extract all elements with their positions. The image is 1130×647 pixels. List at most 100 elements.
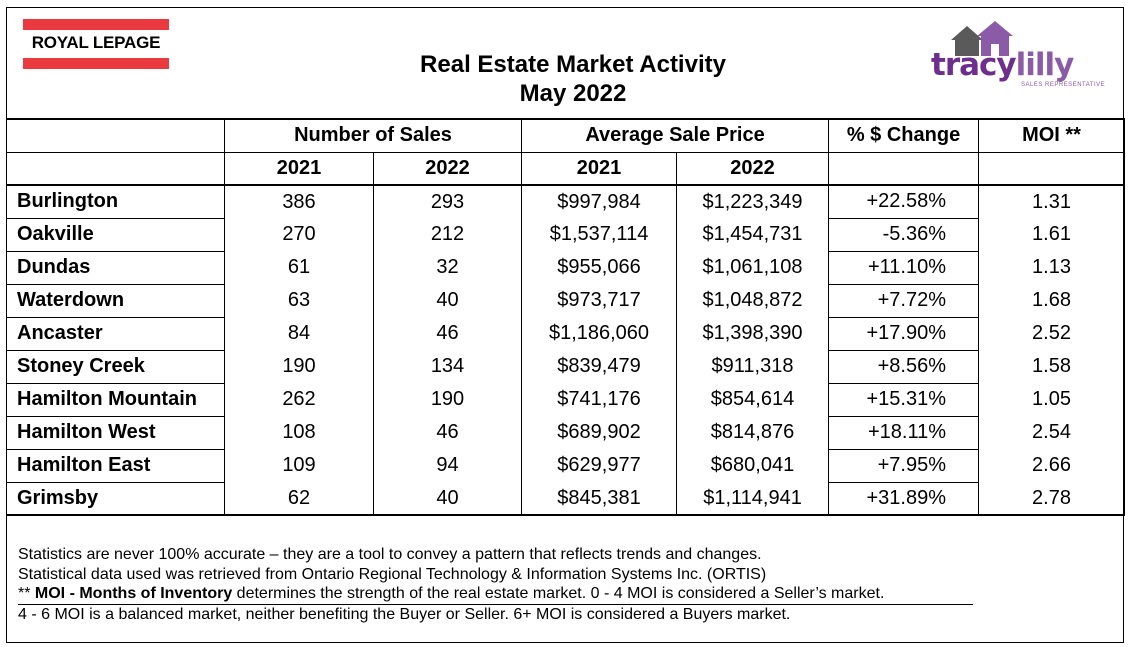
header-price-year-a: 2021 <box>521 151 678 186</box>
cell-moi: 1.68 <box>978 284 1126 317</box>
cell-sales-2022: 190 <box>372 383 523 416</box>
cell-price-2022: $1,114,941 <box>676 482 830 516</box>
cell-price-2021: $973,717 <box>521 284 678 317</box>
report-footnotes: Statistics are never 100% accurate – the… <box>18 545 1108 624</box>
cell-pct: +31.89% <box>828 481 980 516</box>
footnote-moi-definition: determines the strength of the real esta… <box>232 585 885 602</box>
cell-pct: +7.72% <box>828 283 980 318</box>
royal-lepage-logo: ROYAL LEPAGE <box>23 19 169 69</box>
cell-moi: 1.05 <box>978 383 1126 416</box>
cell-moi: 1.58 <box>978 350 1126 383</box>
table-row: Stoney Creek 190 134 $839,479 $911,318 +8.56%… <box>6 349 1126 384</box>
cell-sales-2022: 134 <box>372 350 523 383</box>
cell-sales-2022: 40 <box>372 482 523 516</box>
footnote-line-2: Statistical data used was retrieved from… <box>18 565 767 583</box>
cell-sales-2021: 63 <box>224 284 374 317</box>
footnote-line-3: ** MOI - Months of Inventory determines … <box>18 584 1108 604</box>
cell-price-2021: $955,066 <box>521 251 678 284</box>
cell-price-2021: $689,902 <box>521 416 678 449</box>
cell-price-2022: $1,398,390 <box>676 317 830 350</box>
cell-price-2021: $839,479 <box>521 350 678 383</box>
cell-price-2022: $680,041 <box>676 449 830 482</box>
cell-price-2021: $845,381 <box>521 482 678 516</box>
houses-icon <box>951 21 1013 56</box>
cell-sales-2022: 46 <box>372 416 523 449</box>
table-row: Hamilton Mountain 262 190 $741,176 $854,614 +… <box>6 382 1126 417</box>
wordmark-tagline: SALES REPRESENTATIVE <box>1021 82 1106 88</box>
cell-price-2022: $854,614 <box>676 383 830 416</box>
cell-sales-2022: 293 <box>372 184 523 218</box>
cell-price-2021: $741,176 <box>521 383 678 416</box>
market-table: Number of Sales Average Sale Price % $ C… <box>6 118 1126 516</box>
header-moi-blank <box>978 151 1126 186</box>
market-report: ROYAL LEPAGE Real Estate Market Activity… <box>6 7 1126 643</box>
cell-sales-2022: 94 <box>372 449 523 482</box>
cell-sales-2021: 262 <box>224 383 374 416</box>
header-average-sale-price: Average Sale Price <box>521 118 830 153</box>
cell-price-2022: $1,454,731 <box>676 218 830 251</box>
report-header: ROYAL LEPAGE Real Estate Market Activity… <box>7 8 1123 118</box>
title-line-2: May 2022 <box>519 80 627 107</box>
table-row: Oakville 270 212 $1,537,114 $1,454,731 -5.36%… <box>6 217 1126 252</box>
cell-pct: -5.36% <box>828 217 980 252</box>
header-pct-blank <box>828 151 980 186</box>
footnote-moi-term: MOI - Months of Inventory <box>34 585 233 602</box>
cell-area: Dundas <box>6 250 225 285</box>
table-row: Hamilton West 108 46 $689,902 $814,876 +18.11… <box>6 415 1126 450</box>
cell-area: Hamilton Mountain <box>6 382 225 417</box>
cell-area: Oakville <box>6 217 225 252</box>
cell-sales-2021: 108 <box>224 416 374 449</box>
tracy-lilly-logo: tracylilly SALES REPRESENTATIVE <box>925 18 1115 94</box>
wordmark-second: lilly <box>1015 47 1075 83</box>
cell-moi: 1.13 <box>978 251 1126 284</box>
table-body: Burlington 386 293 $997,984 $1,223,349 +22.58… <box>6 184 1126 516</box>
cell-price-2022: $1,048,872 <box>676 284 830 317</box>
table-row: Burlington 386 293 $997,984 $1,223,349 +22.58… <box>6 184 1126 219</box>
cell-moi: 2.52 <box>978 317 1126 350</box>
cell-area: Grimsby <box>6 481 225 516</box>
tracy-lilly-wordmark: tracylilly <box>931 47 1075 83</box>
cell-pct: +22.58% <box>828 184 980 219</box>
footnote-line-4: 4 - 6 MOI is a balanced market, neither … <box>18 605 791 623</box>
cell-area: Waterdown <box>6 283 225 318</box>
cell-sales-2022: 212 <box>372 218 523 251</box>
cell-area: Stoney Creek <box>6 349 225 384</box>
cell-pct: +15.31% <box>828 382 980 417</box>
cell-sales-2021: 84 <box>224 317 374 350</box>
cell-price-2021: $1,537,114 <box>521 218 678 251</box>
cell-sales-2021: 270 <box>224 218 374 251</box>
table-year-header-row: 2021 2022 2021 2022 <box>6 151 1126 186</box>
table-row: Hamilton East 109 94 $629,977 $680,041 +7.95%… <box>6 448 1126 483</box>
header-price-year-b: 2022 <box>676 151 830 186</box>
logo-bar-bottom <box>23 58 169 69</box>
cell-sales-2021: 386 <box>224 184 374 218</box>
cell-moi: 1.61 <box>978 218 1126 251</box>
table-row: Ancaster 84 46 $1,186,060 $1,398,390 +17.90% 2… <box>6 316 1126 351</box>
header-area-blank <box>6 118 225 153</box>
cell-sales-2021: 109 <box>224 449 374 482</box>
cell-sales-2022: 32 <box>372 251 523 284</box>
header-moi: MOI ** <box>978 118 1126 153</box>
cell-pct: +11.10% <box>828 250 980 285</box>
cell-moi: 1.31 <box>978 184 1126 218</box>
cell-sales-2022: 46 <box>372 317 523 350</box>
cell-pct: +17.90% <box>828 316 980 351</box>
footnote-line-1: Statistics are never 100% accurate – the… <box>18 546 762 563</box>
royal-lepage-wordmark: ROYAL LEPAGE <box>31 33 161 52</box>
cell-price-2021: $1,186,060 <box>521 317 678 350</box>
title-line-1: Real Estate Market Activity <box>420 51 726 78</box>
header-sales-year-a: 2021 <box>224 151 374 186</box>
table-row: Dundas 61 32 $955,066 $1,061,108 +11.10% 1.13 <box>6 250 1126 285</box>
cell-price-2022: $1,223,349 <box>676 184 830 218</box>
cell-price-2022: $1,061,108 <box>676 251 830 284</box>
cell-area: Hamilton West <box>6 415 225 450</box>
footnote-asterisks: ** <box>18 585 35 602</box>
cell-area: Hamilton East <box>6 448 225 483</box>
cell-price-2021: $997,984 <box>521 184 678 218</box>
cell-pct: +7.95% <box>828 448 980 483</box>
cell-moi: 2.54 <box>978 416 1126 449</box>
cell-sales-2021: 62 <box>224 482 374 516</box>
footnote-divider <box>18 603 973 605</box>
cell-sales-2022: 40 <box>372 284 523 317</box>
cell-price-2022: $814,876 <box>676 416 830 449</box>
